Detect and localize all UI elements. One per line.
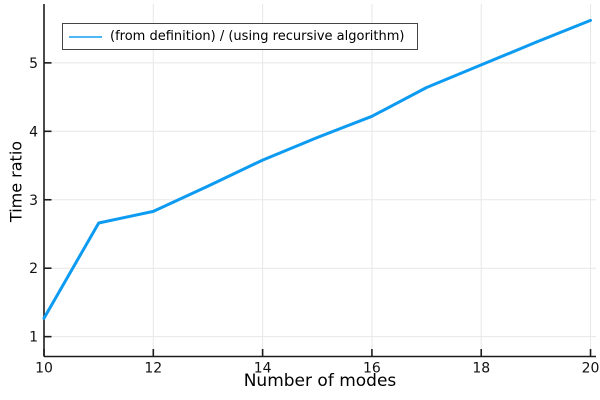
y-tick-label: 1: [29, 330, 38, 346]
y-axis-title: Time ratio: [6, 140, 26, 223]
y-tick-label: 5: [29, 56, 38, 72]
x-axis-title: Number of modes: [243, 371, 397, 391]
legend: (from definition) / (using recursive alg…: [62, 23, 418, 50]
y-tick-label: 4: [29, 124, 38, 140]
x-tick-label: 20: [582, 361, 600, 377]
x-tick-label: 16: [363, 361, 381, 377]
x-tick-label: 10: [35, 361, 53, 377]
x-tick-label: 12: [144, 361, 162, 377]
x-tick-label: 18: [472, 361, 490, 377]
legend-series-label: (from definition) / (using recursive alg…: [110, 29, 405, 44]
legend-line-sample-icon: [69, 35, 102, 38]
y-tick-label: 3: [29, 193, 38, 209]
series-line: [42, 18, 592, 320]
x-tick-label: 14: [254, 361, 272, 377]
y-tick-label: 2: [29, 261, 38, 277]
